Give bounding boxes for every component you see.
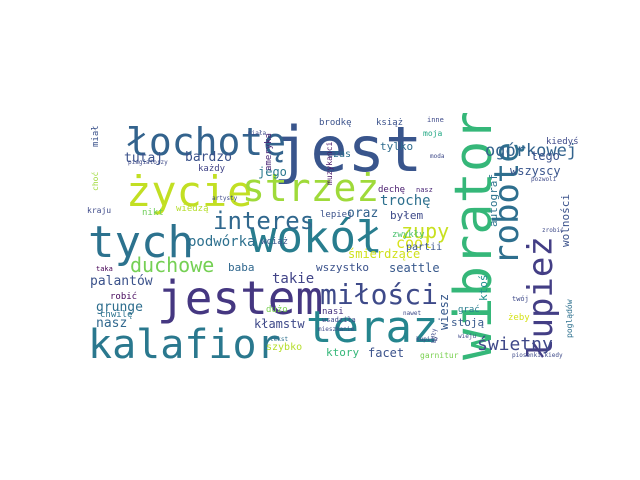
word: wszystko	[316, 261, 369, 274]
word: pozwoli	[531, 176, 557, 183]
word: twój	[512, 295, 529, 303]
word: robić	[110, 292, 138, 302]
word: nikt	[142, 208, 164, 218]
word: wiesz	[437, 293, 451, 330]
word: jest	[273, 113, 423, 186]
word: łochotę	[126, 120, 287, 164]
word: tylko	[380, 140, 414, 153]
word: ogórkowej	[485, 141, 578, 161]
word: kiedyś	[546, 137, 578, 147]
word: cool	[396, 234, 433, 252]
word: ktoś	[477, 274, 490, 302]
word: duchowe	[130, 253, 215, 277]
word: nasi	[322, 307, 344, 317]
word: piosenki kiedy	[512, 352, 563, 359]
word: tego	[531, 149, 560, 163]
word: muzykanci	[325, 141, 334, 185]
word: chwilę	[100, 310, 133, 320]
word: stoją	[451, 316, 485, 329]
word: brodkę	[319, 118, 352, 128]
word: poglądów	[565, 299, 574, 338]
word: tutaj	[124, 151, 164, 166]
word: artysty	[212, 195, 238, 202]
word: książ	[376, 118, 404, 128]
word: dechę	[378, 185, 406, 195]
word: piagiatorzy	[128, 159, 168, 166]
word: grać	[458, 305, 480, 315]
word: grunge	[96, 300, 143, 315]
word-cloud: jest jestem wokół wibrator kalafior tera…	[80, 113, 578, 364]
word: kłamstw	[254, 317, 305, 331]
word: zwykły	[392, 230, 425, 240]
word: podwórka	[188, 234, 256, 250]
word: nawet	[403, 310, 422, 317]
word: partii	[406, 242, 443, 253]
word: teraz	[306, 302, 439, 353]
word: interes	[213, 207, 315, 235]
word: wiedzą	[176, 204, 209, 214]
word: moda	[430, 153, 445, 160]
word: życie	[126, 167, 253, 216]
word: wciąż	[261, 237, 289, 247]
word: mieszkanie	[318, 326, 355, 333]
word: szybko	[266, 342, 303, 353]
word: dużo	[266, 305, 288, 315]
word: ktory	[326, 346, 360, 359]
word: jestem	[157, 271, 324, 325]
word: tekst	[270, 336, 289, 343]
word: miała	[248, 130, 267, 137]
word: śmierdzące	[348, 247, 421, 261]
word: nasz	[96, 316, 128, 331]
word: zrobić	[542, 227, 564, 234]
word: czas	[327, 149, 352, 160]
word: kalafior	[88, 322, 281, 364]
word: seattle	[389, 261, 440, 275]
word: facet	[368, 346, 405, 360]
word: wszyscy	[510, 164, 561, 178]
word: kupiła	[416, 336, 438, 343]
word: każdy	[198, 164, 226, 174]
word: takie	[272, 271, 315, 287]
word: byłem	[390, 209, 424, 222]
word: tych	[88, 217, 194, 268]
word: autograf	[487, 174, 500, 227]
word: moja	[423, 129, 443, 138]
word: świetny	[477, 334, 553, 355]
word: zupy	[401, 219, 450, 243]
word: nasz	[416, 186, 433, 194]
word: wolności	[559, 194, 572, 247]
word: lepiej	[320, 210, 353, 220]
word: miłości	[320, 278, 439, 311]
word: żeby	[508, 313, 530, 323]
word: wokół	[250, 212, 383, 263]
word: inne	[427, 116, 444, 124]
word: ameryka	[264, 133, 274, 171]
word: oraz	[347, 206, 379, 221]
word: baba	[228, 261, 255, 274]
word: choć	[91, 171, 100, 191]
word: jego	[258, 165, 287, 179]
word: palantów	[90, 274, 153, 289]
word: miał	[91, 125, 101, 147]
word: taka	[96, 265, 113, 273]
word: wieju	[458, 333, 477, 340]
word: strzeż	[242, 166, 380, 210]
word: wsadziła	[322, 316, 356, 324]
word: bardzo	[185, 150, 232, 165]
word: trochę	[380, 193, 431, 209]
word: kraju	[87, 206, 112, 215]
word: garnitur	[420, 351, 459, 360]
